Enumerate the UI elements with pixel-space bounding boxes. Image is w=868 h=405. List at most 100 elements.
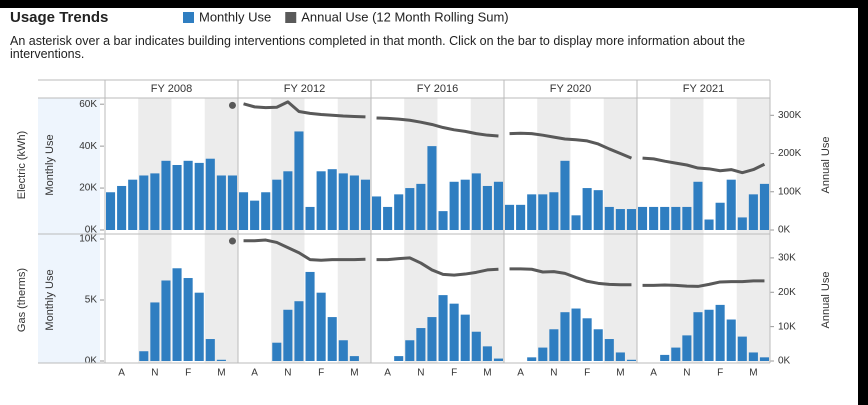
y-tick-label: 10K: [79, 234, 97, 245]
x-tick-label: A: [384, 368, 391, 379]
bar: [117, 185, 127, 230]
bar: [748, 194, 758, 230]
bar: [671, 347, 681, 361]
annual-line: [509, 131, 633, 160]
x-tick-label: N: [284, 368, 291, 379]
bar: [239, 192, 249, 230]
bar: [250, 200, 260, 230]
x-tick-label: F: [717, 368, 723, 379]
y2-tick-label: 200K: [778, 148, 802, 159]
column-header: FY 2016: [417, 83, 458, 95]
bar: [582, 188, 592, 230]
column-header: FY 2008: [151, 83, 192, 95]
bar: [693, 312, 703, 361]
bar: [405, 188, 415, 230]
column-header: FY 2012: [284, 83, 325, 95]
bar: [704, 309, 714, 361]
annual-line: [376, 256, 499, 277]
bar: [493, 358, 503, 361]
x-tick-label: N: [550, 368, 557, 379]
bar: [626, 209, 636, 230]
bar: [327, 317, 337, 361]
bar: [527, 357, 537, 361]
bar: [538, 194, 548, 230]
bar: [305, 206, 315, 230]
x-tick-label: A: [650, 368, 657, 379]
bar: [427, 317, 437, 361]
y2-tick-label: 300K: [778, 110, 802, 121]
bar: [416, 183, 426, 230]
y-tick-label: 20K: [79, 183, 97, 194]
legend-label: Annual Use (12 Month Rolling Sum): [301, 9, 508, 24]
bar: [604, 206, 614, 230]
legend-swatch: [183, 12, 194, 23]
bar: [227, 175, 237, 230]
bar: [216, 359, 226, 361]
bar: [538, 347, 548, 361]
y2-tick-label: 20K: [778, 287, 796, 298]
bar: [272, 342, 282, 361]
x-tick-label: N: [151, 368, 158, 379]
y2-tick-label: 0K: [778, 225, 791, 236]
bar: [759, 357, 769, 361]
column-header: FY 2020: [550, 83, 591, 95]
bar: [615, 209, 625, 230]
x-tick-label: M: [483, 368, 491, 379]
column-header: FY 2021: [683, 83, 724, 95]
bar: [615, 352, 625, 361]
y2-axis-title: Annual Use: [820, 137, 832, 194]
x-tick-label: M: [350, 368, 358, 379]
shade: [470, 98, 504, 363]
bar: [427, 146, 437, 230]
bar: [349, 175, 359, 230]
x-tick-label: F: [318, 368, 324, 379]
title: Usage Trends: [10, 9, 108, 26]
bar: [372, 196, 382, 230]
bar: [671, 206, 681, 230]
bar: [394, 356, 404, 361]
bar: [682, 206, 692, 230]
row-label: Electric (kWh): [16, 131, 28, 199]
y2-axis-title: Annual Use: [820, 272, 832, 329]
annual-point: [228, 101, 236, 109]
bar: [516, 204, 526, 230]
bar: [283, 309, 293, 361]
bar: [748, 352, 758, 361]
bar: [161, 280, 171, 361]
y-tick-label: 5K: [85, 295, 98, 306]
bar: [471, 173, 481, 230]
bar: [527, 194, 537, 230]
bar: [626, 359, 636, 361]
bar: [682, 335, 692, 361]
bar: [205, 339, 215, 361]
bar: [704, 219, 714, 230]
bar: [759, 183, 769, 230]
bar: [205, 158, 215, 230]
bar: [405, 340, 415, 361]
bar: [338, 340, 348, 361]
shade: [603, 98, 637, 363]
bar: [471, 331, 481, 361]
bar: [183, 278, 193, 361]
y-axis-title: Monthly Use: [44, 269, 56, 330]
bar: [194, 162, 204, 230]
bar: [505, 204, 515, 230]
bar: [349, 356, 359, 361]
x-tick-label: A: [118, 368, 125, 379]
bar: [449, 181, 459, 230]
bar: [294, 301, 304, 361]
x-tick-label: A: [251, 368, 258, 379]
x-tick-label: N: [417, 368, 424, 379]
bar: [261, 192, 271, 230]
legend-swatch: [285, 12, 297, 23]
bar: [360, 179, 370, 230]
bar: [383, 206, 393, 230]
bar: [316, 292, 326, 361]
bar: [660, 206, 670, 230]
axis-label-bg: [38, 98, 100, 363]
bar: [549, 329, 559, 361]
bar: [593, 190, 603, 230]
bar: [715, 304, 725, 361]
note: An asterisk over a bar indicates buildin…: [10, 34, 746, 61]
bar: [649, 206, 659, 230]
